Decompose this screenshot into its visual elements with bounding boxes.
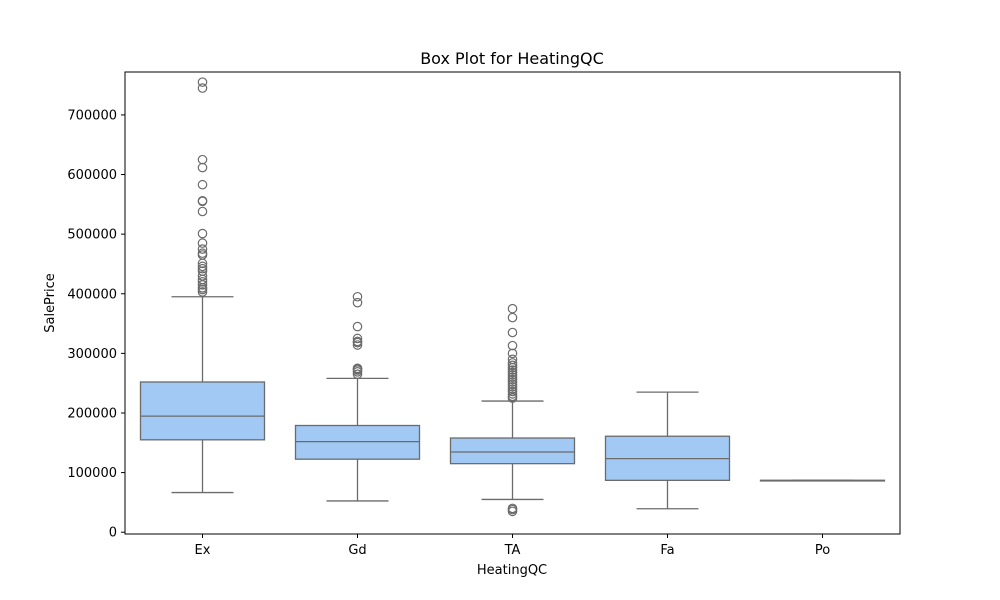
outlier-point — [197, 277, 208, 287]
outlier-point — [197, 206, 208, 217]
outlier-point — [507, 340, 518, 351]
outlier-point — [197, 179, 208, 190]
outlier-point — [352, 291, 363, 302]
outlier-point — [507, 374, 518, 385]
outlier-point — [197, 266, 208, 276]
outlier-point — [507, 377, 518, 387]
outlier-point — [507, 303, 518, 314]
plot-area: 0 100000 200000 300000 400000 500000 600000 700… — [67, 77, 886, 558]
outlier-point — [197, 248, 208, 259]
y-tick-label: 0 — [109, 526, 117, 541]
x-axis-label: HeatingQC — [477, 563, 547, 578]
y-tick-label: 400000 — [67, 287, 117, 302]
x-tick-label: Po — [815, 543, 830, 558]
outlier-point — [507, 389, 518, 399]
outlier-point — [507, 372, 518, 383]
outlier-point — [197, 287, 208, 297]
outlier-point — [507, 354, 518, 365]
plot-frame — [124, 71, 901, 535]
outlier-point — [197, 77, 208, 87]
y-tick-label: 700000 — [67, 108, 117, 123]
x-tick-label: Fa — [660, 543, 674, 558]
outlier-point — [507, 365, 518, 375]
outlier-point — [507, 370, 518, 380]
outlier-point — [507, 367, 518, 378]
outlier-point — [352, 336, 363, 347]
chart-title: Box Plot for HeatingQC — [420, 49, 604, 68]
outlier-point — [507, 348, 518, 359]
x-tick-label: Ex — [195, 543, 211, 558]
outlier-point — [352, 321, 363, 332]
y-axis-label: SalePrice — [43, 273, 58, 333]
outlier-point — [507, 358, 518, 368]
y-tick-label: 300000 — [67, 347, 117, 362]
x-tick-label: Gd — [348, 543, 366, 558]
outlier-point — [352, 333, 363, 344]
outlier-point — [352, 297, 363, 308]
outlier-point — [507, 391, 518, 402]
y-tick-label: 500000 — [67, 228, 117, 243]
outlier-point — [507, 381, 518, 392]
outlier-point — [352, 369, 363, 380]
y-tick-label: 600000 — [67, 168, 117, 183]
outlier-point — [197, 162, 208, 173]
outlier-point — [197, 238, 208, 248]
outlier-point — [197, 195, 208, 206]
outlier-point — [197, 83, 208, 93]
outlier-point — [507, 503, 518, 514]
outlier-point — [507, 327, 518, 338]
outlier-point — [197, 261, 208, 272]
box-gd — [294, 424, 421, 460]
outlier-point — [507, 384, 518, 394]
box-ex — [139, 381, 266, 441]
outlier-point — [197, 263, 208, 274]
outlier-point — [507, 386, 518, 397]
outlier-point — [197, 154, 208, 165]
outlier-point — [507, 360, 518, 371]
outlier-point — [197, 244, 208, 254]
outlier-point — [507, 312, 518, 323]
outlier-point — [352, 340, 363, 350]
outlier-point — [507, 379, 518, 390]
x-tick-label: TA — [504, 543, 521, 558]
y-tick-label: 100000 — [67, 466, 117, 481]
outlier-point — [197, 228, 208, 239]
outlier-point — [197, 271, 208, 281]
y-tick-label: 200000 — [67, 406, 117, 421]
box-ta — [449, 437, 576, 465]
outlier-point — [352, 363, 363, 374]
